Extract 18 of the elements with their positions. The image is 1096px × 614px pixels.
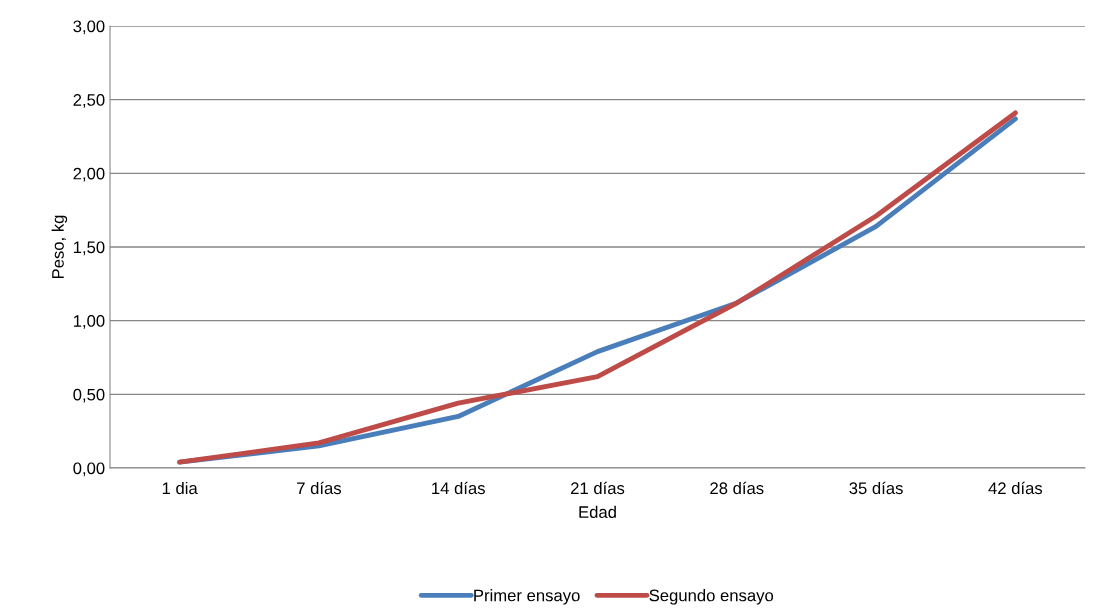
y-tick-label: 3,00 [73, 20, 105, 35]
legend-label: Segundo ensayo [649, 589, 774, 605]
y-tick-label: 2,50 [73, 94, 105, 108]
x-tick-label: 14 días [432, 481, 485, 495]
y-tick-label: 1,50 [73, 241, 105, 256]
x-axis-title: Edad [579, 505, 616, 518]
x-tick-label: 21 días [571, 481, 625, 495]
y-axis-title: Peso, kg [51, 215, 68, 279]
legend-label: Primer ensayo [474, 589, 580, 605]
y-tick-label: 2,00 [73, 167, 105, 182]
x-tick-label: 35 días [849, 481, 903, 495]
y-tick-label: 0,50 [73, 388, 105, 403]
x-tick-label: 28 días [710, 481, 764, 495]
y-tick-label: 1,00 [73, 315, 105, 329]
x-tick-label: 7 días [297, 481, 342, 495]
y-tick-label: 0,00 [73, 462, 105, 477]
x-tick-label: 1 dia [162, 481, 198, 495]
x-tick-label: 42 días [988, 481, 1043, 495]
